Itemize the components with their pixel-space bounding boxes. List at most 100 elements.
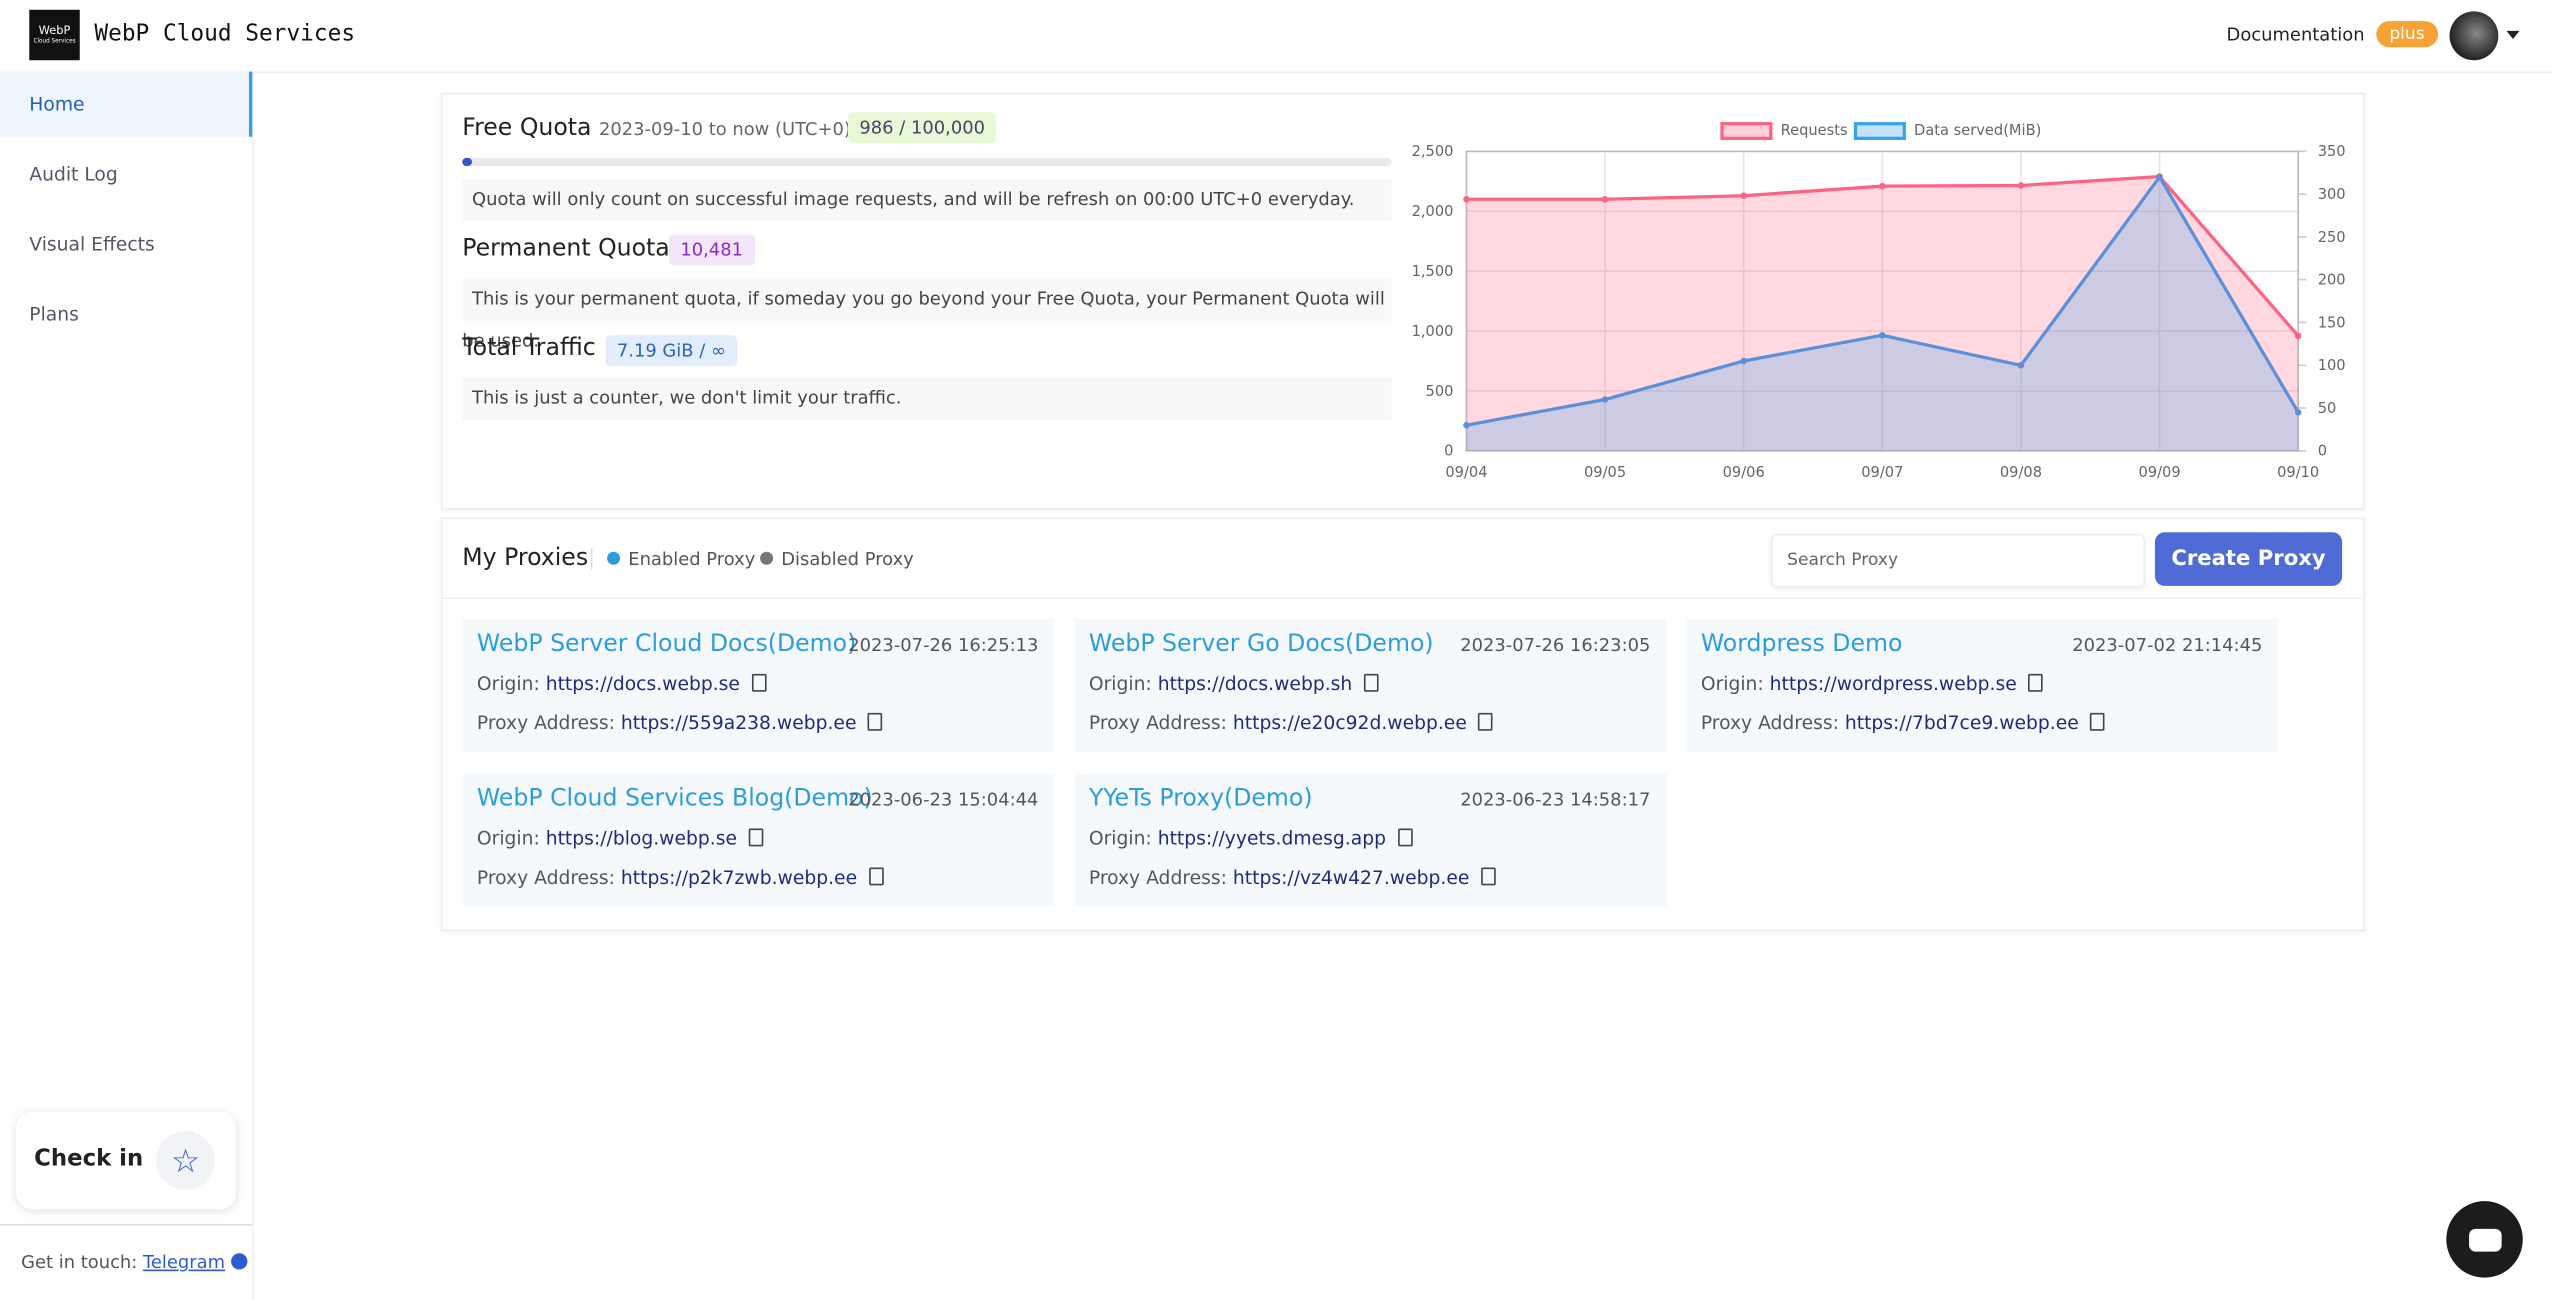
copy-icon[interactable] <box>2028 673 2043 692</box>
chat-button[interactable] <box>2446 1201 2523 1278</box>
proxy-name[interactable]: Wordpress Demo <box>1700 631 1903 658</box>
copy-icon[interactable] <box>868 867 884 886</box>
proxy-address: Proxy Address: https://p2k7zwb.webp.ee <box>476 865 884 889</box>
proxy-origin: Origin: https://blog.webp.se <box>477 827 764 850</box>
x-tick-label: 09/06 <box>1723 464 1765 481</box>
enabled-dot <box>607 551 621 565</box>
proxy-name[interactable]: WebP Server Go Docs(Demo) <box>1088 631 1434 658</box>
perm-note: This is your permanent quota, if someday… <box>462 278 1392 352</box>
legend-label: Data served(MiB) <box>1914 122 2041 139</box>
proxies-title: My Proxies <box>462 545 589 572</box>
nav-effects[interactable]: Visual Effects <box>29 232 155 256</box>
origin-label: Origin: <box>1700 672 1764 695</box>
sidebar-divider <box>0 1223 253 1226</box>
avatar[interactable] <box>2449 11 2499 61</box>
docs-link[interactable]: Documentation <box>2226 24 2365 46</box>
legend-label: Requests <box>1781 122 1848 139</box>
nav-audit[interactable]: Audit Log <box>29 162 118 186</box>
proxy-origin: Origin: https://docs.webp.sh <box>1089 672 1379 695</box>
proxy-address: Proxy Address: https://vz4w427.webp.ee <box>1089 866 1496 889</box>
copy-icon[interactable] <box>1480 867 1496 886</box>
proxy-address: Proxy Address: https://7bd7ce9.webp.ee <box>1701 711 2105 734</box>
proxy-date: 2023-07-26 16:23:05 <box>1460 634 1651 656</box>
logo: WebP Cloud Services <box>29 9 80 61</box>
series-point <box>1601 396 1609 403</box>
search-input[interactable]: Search Proxy <box>1770 533 2146 588</box>
plan-badge: plus <box>2376 21 2438 48</box>
copy-icon[interactable] <box>748 828 764 847</box>
y2-tick-label: 100 <box>2318 357 2346 374</box>
y2-tick-label: 50 <box>2318 400 2337 417</box>
address-url: https://vz4w427.webp.ee <box>1232 865 1470 889</box>
traffic-badge: 7.19 GiB / ∞ <box>605 335 738 367</box>
telegram-icon <box>230 1253 248 1270</box>
y-tick-label: 500 <box>1426 383 1454 400</box>
sidebar <box>0 73 254 1300</box>
free-title: Free Quota <box>462 115 592 142</box>
origin-url: https://docs.webp.sh <box>1157 672 1353 695</box>
x-tick-label: 09/09 <box>2138 464 2180 481</box>
nav-home[interactable]: Home <box>0 71 253 137</box>
proxy-card[interactable]: WebP Cloud Services Blog(Demo) 2023-06-2… <box>462 773 1055 907</box>
proxy-card[interactable]: YYeTs Proxy(Demo) 2023-06-23 14:58:17 Or… <box>1074 773 1667 907</box>
proxy-origin: Origin: https://wordpress.webp.se <box>1701 672 2043 695</box>
y-tick-label: 0 <box>1444 443 1453 460</box>
address-url: https://p2k7zwb.webp.ee <box>620 865 858 889</box>
x-tick-label: 09/10 <box>2277 464 2319 481</box>
telegram-link[interactable]: Telegram <box>143 1251 226 1273</box>
y2-tick-label: 200 <box>2318 272 2346 289</box>
series-point <box>2017 362 2025 369</box>
x-tick-label: 09/08 <box>2000 464 2042 481</box>
series-point <box>2017 182 2025 189</box>
series-point <box>1740 192 1747 199</box>
plot-frame <box>1465 150 2299 452</box>
proxy-card[interactable]: WebP Server Go Docs(Demo) 2023-07-26 16:… <box>1074 618 1667 752</box>
series-point <box>2294 332 2302 340</box>
proxy-card[interactable]: Wordpress Demo 2023-07-02 21:14:45 Origi… <box>1686 618 2279 752</box>
app-title: WebP Cloud Services <box>94 21 356 48</box>
perm-badge: 10,481 <box>668 234 755 266</box>
free-progress-fill <box>462 157 473 167</box>
proxy-name[interactable]: YYeTs Proxy(Demo) <box>1088 786 1313 813</box>
address-url: https://e20c92d.webp.ee <box>1232 711 1467 735</box>
series-point <box>1879 332 1886 339</box>
checkin-star[interactable]: ☆ <box>156 1131 215 1190</box>
copy-icon[interactable] <box>2090 712 2105 731</box>
series-point <box>1463 421 1470 429</box>
avatar-caret[interactable] <box>2506 30 2520 46</box>
traffic-note: This is just a counter, we don't limit y… <box>462 377 1392 420</box>
free-badge: 986 / 100,000 <box>847 112 997 144</box>
y2-tick-label: 0 <box>2318 443 2327 460</box>
copy-icon[interactable] <box>867 712 883 731</box>
enabled-text: Enabled Proxy <box>628 548 756 570</box>
legend-swatch <box>1720 122 1773 140</box>
proxy-origin: Origin: https://yyets.dmesg.app <box>1089 826 1413 850</box>
copy-icon[interactable] <box>751 673 767 692</box>
y-tick-label: 2,000 <box>1412 203 1454 220</box>
nav-plans[interactable]: Plans <box>29 302 79 326</box>
origin-label: Origin: <box>476 672 540 695</box>
address-label: Proxy Address: <box>1088 865 1227 889</box>
copy-icon[interactable] <box>1363 673 1379 692</box>
series-point <box>1740 357 1747 365</box>
proxy-date: 2023-07-26 16:25:13 <box>848 634 1039 656</box>
series-point <box>1879 182 1886 190</box>
proxy-address: Proxy Address: https://559a238.webp.ee <box>477 711 883 734</box>
origin-url: https://docs.webp.se <box>545 672 740 695</box>
x-tick-label: 09/07 <box>1861 464 1903 481</box>
copy-icon[interactable] <box>1478 712 1493 731</box>
logo-sub: Cloud Services <box>33 37 76 44</box>
proxy-card[interactable]: WebP Server Cloud Docs(Demo) 2023-07-26 … <box>462 618 1055 752</box>
copy-icon[interactable] <box>1397 828 1413 847</box>
origin-url: https://yyets.dmesg.app <box>1157 826 1386 850</box>
proxy-name[interactable]: WebP Cloud Services Blog(Demo) <box>476 786 873 813</box>
proxy-name[interactable]: WebP Server Cloud Docs(Demo) <box>476 631 857 658</box>
series-point <box>2294 409 2302 416</box>
create-button[interactable]: Create Proxy <box>2154 532 2343 586</box>
address-label: Proxy Address: <box>476 865 615 889</box>
traffic-title: Total Traffic <box>462 335 596 362</box>
y2-tick-label: 250 <box>2318 229 2346 246</box>
series-point <box>1463 196 1470 203</box>
series-area <box>1466 176 2299 451</box>
